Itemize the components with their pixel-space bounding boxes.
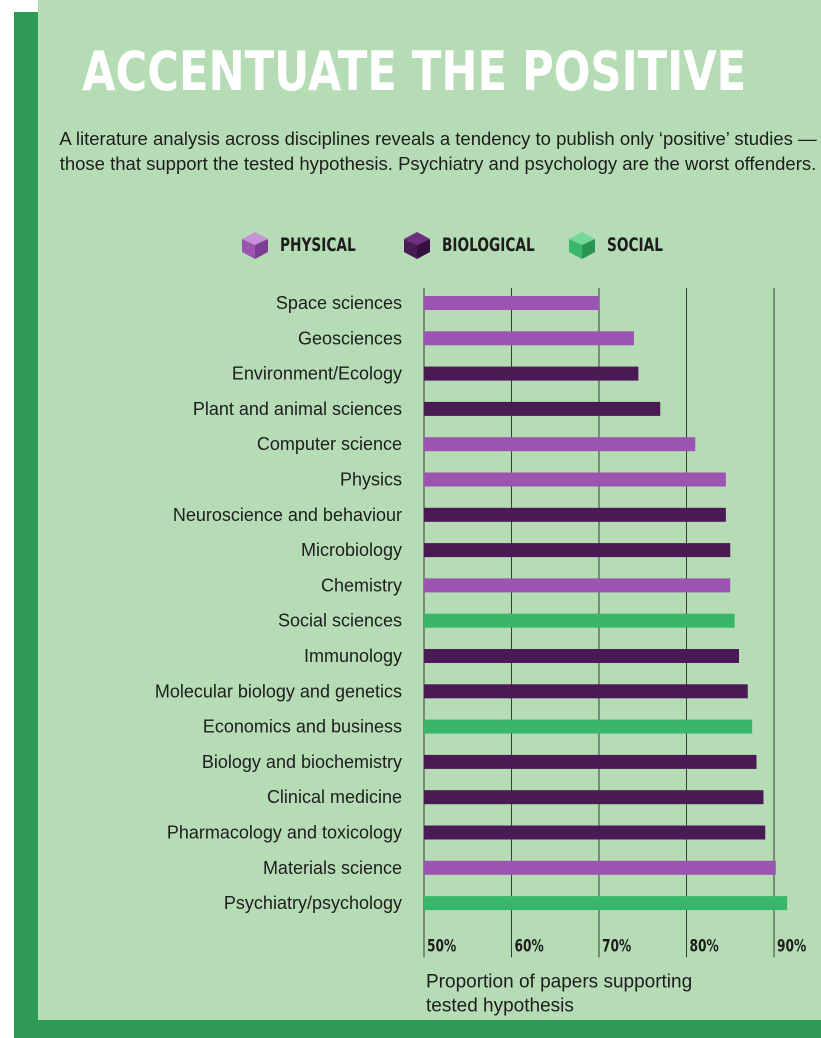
category-label: Clinical medicine [267,787,402,807]
x-tick-label: 50% [427,936,456,956]
category-label: Neuroscience and behaviour [173,505,402,525]
bar [424,472,726,487]
category-label: Microbiology [301,540,402,560]
legend-label-physical: PHYSICAL [280,234,356,256]
category-label: Immunology [304,646,402,666]
bar [424,860,776,875]
bar [424,896,788,911]
bar [424,790,764,805]
cube-right-face [255,239,268,259]
cube-left-face [569,239,582,259]
chart-title: ACCENTUATE THE POSITIVE [82,40,747,103]
legend-item-physical: PHYSICAL [240,228,385,262]
panel-bottom-edge [14,1020,821,1038]
x-tick-label: 60% [515,936,544,956]
category-label: Materials science [263,858,402,878]
cube-top-face [569,232,595,245]
category-label: Geosciences [298,328,402,348]
x-tick-label: 80% [690,936,719,956]
chart-subtitle: A literature analysis across disciplines… [59,128,817,174]
legend: PHYSICAL BIOLOGICAL SOCIAL [0,228,821,262]
category-label: Space sciences [276,293,402,313]
bar [424,719,753,734]
bar [424,401,661,416]
category-label: Computer science [257,434,402,454]
cube-icon [404,232,430,259]
bar [424,543,731,558]
cube-top-face [242,232,268,245]
cube-icon [569,232,595,259]
cube-top-face [404,232,430,245]
bar [424,578,731,593]
category-label: Physics [340,470,402,490]
bar [424,684,748,699]
category-label: Chemistry [321,575,402,595]
category-label: Economics and business [203,717,402,737]
category-label: Plant and animal sciences [193,399,402,419]
bar [424,366,639,381]
bar [424,331,634,346]
cube-right-face [417,239,430,259]
bar [424,649,739,663]
cube-left-face [404,239,417,259]
cube-icon [242,232,268,259]
x-axis-label: Proportion of papers supporting tested hy… [426,971,692,1016]
category-label: Molecular biology and genetics [155,681,402,701]
bar [424,613,735,628]
category-label: Biology and biochemistry [202,752,402,772]
cube-left-face [242,239,255,259]
legend-item-social: SOCIAL [567,228,685,262]
bar [424,754,757,769]
cube-right-face [582,239,595,259]
panel-left-edge [14,12,38,1022]
legend-label-biological: BIOLOGICAL [442,234,535,256]
x-tick-label: 70% [602,936,631,956]
bar [424,296,599,310]
bar [424,825,766,840]
category-label: Pharmacology and toxicology [167,823,402,843]
x-tick-label: 90% [777,936,806,956]
category-label: Environment/Ecology [232,364,402,384]
bar [424,507,726,522]
category-label: Psychiatry/psychology [224,893,402,913]
category-label: Social sciences [278,611,402,631]
legend-item-biological: BIOLOGICAL [402,228,571,262]
legend-label-social: SOCIAL [607,234,663,256]
bar [424,437,696,452]
